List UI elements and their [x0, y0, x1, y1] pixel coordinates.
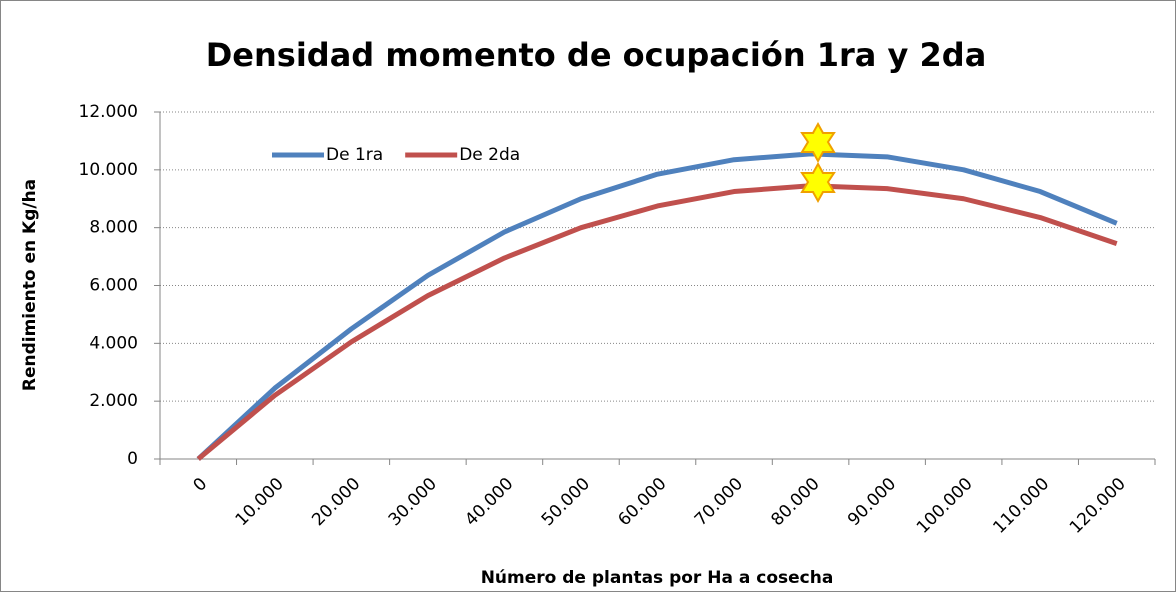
y-tick-label: 12.000: [79, 102, 138, 122]
y-tick-label: 8.000: [89, 218, 138, 238]
legend-label: De 2da: [459, 145, 520, 165]
y-tick-label: 2.000: [89, 391, 138, 411]
y-tick-label: 4.000: [89, 333, 138, 353]
y-axis-title: Rendimiento en Kg/ha: [20, 179, 40, 391]
y-tick-label: 10.000: [79, 160, 138, 180]
line-series: [196, 151, 1118, 461]
chart-title: Densidad momento de ocupación 1ra y 2da: [206, 36, 987, 74]
star-markers: [800, 121, 836, 204]
y-tick-label: 6.000: [89, 276, 138, 296]
y-tick-label: 0: [127, 449, 138, 469]
legend-label: De 1ra: [326, 145, 383, 165]
star: [800, 121, 836, 164]
line-series: [196, 183, 1118, 461]
x-axis-title: Número de plantas por Ha a cosecha: [481, 568, 834, 588]
star: [800, 161, 836, 204]
